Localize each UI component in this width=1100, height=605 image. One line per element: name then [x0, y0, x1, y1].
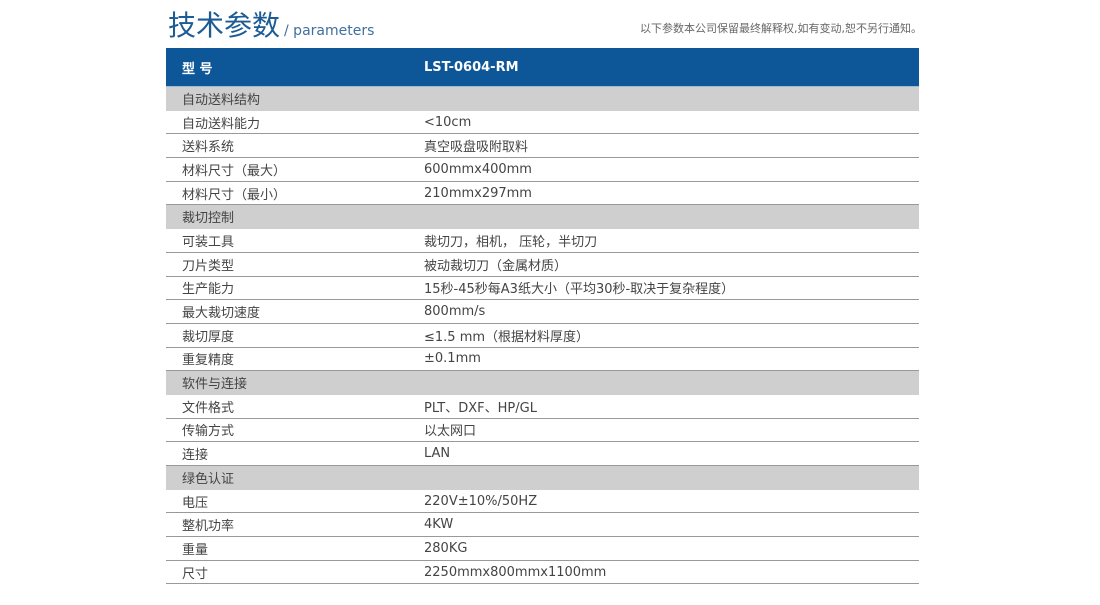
- table-row: 重复精度 ±0.1mm: [166, 348, 919, 372]
- row-label: 自动送料结构: [182, 92, 261, 108]
- section-row: 裁切控制: [166, 205, 919, 230]
- table-row: 最大裁切速度 800mm/s: [166, 300, 919, 324]
- row-label: 尺寸: [182, 566, 209, 582]
- row-value: 真空吸盘吸附取料: [424, 140, 529, 156]
- header-model: LST-0604-RM: [424, 59, 519, 75]
- table-row: 整机功率 4KW: [166, 513, 919, 538]
- table-row: 裁切厚度 ≤1.5 mm（根据材料厚度）: [166, 324, 919, 348]
- row-value: 280KG: [424, 540, 468, 556]
- row-value: ±0.1mm: [424, 351, 481, 367]
- table-row: 送料系统 真空吸盘吸附取料: [166, 134, 919, 159]
- row-value: 210mmx297mm: [424, 185, 532, 201]
- row-value: 600mmx400mm: [424, 161, 532, 177]
- row-label: 裁切厚度: [182, 329, 235, 345]
- row-label: 刀片类型: [182, 258, 235, 274]
- row-label: 重复精度: [182, 353, 235, 369]
- section-row: 绿色认证: [166, 466, 919, 490]
- row-value: 2250mmx800mmx1100mm: [424, 564, 607, 580]
- row-value: 4KW: [424, 517, 454, 533]
- title-sub: / parameters: [284, 23, 375, 39]
- row-value: 15秒-45秒每A3纸大小（平均30秒-取决于复杂程度）: [424, 282, 735, 298]
- row-label: 整机功率: [182, 519, 235, 535]
- row-label: 绿色认证: [182, 471, 235, 487]
- row-value: ≤1.5 mm（根据材料厚度）: [424, 329, 590, 345]
- parameters-table: 型 号 LST-0604-RM 自动送料结构 自动送料能力 <10cm 送料系统 真空吸…: [166, 48, 919, 585]
- row-value: LAN: [424, 446, 451, 462]
- row-label: 自动送料能力: [182, 116, 261, 132]
- table-row: 文件格式 PLT、DXF、HP/GL: [166, 395, 919, 419]
- row-label: 生产能力: [182, 282, 235, 298]
- row-label: 电压: [182, 495, 209, 511]
- row-label: 材料尺寸（最小）: [182, 187, 287, 203]
- row-value: 220V±10%/50HZ: [424, 493, 538, 509]
- table-row: 重量 280KG: [166, 537, 919, 561]
- table-row: 自动送料能力 <10cm: [166, 111, 919, 135]
- row-value: <10cm: [424, 114, 472, 130]
- table-row: 电压 220V±10%/50HZ: [166, 490, 919, 514]
- row-label: 文件格式: [182, 400, 235, 416]
- row-value: 裁切刀，相机， 压轮，半切刀: [424, 234, 598, 250]
- row-label: 连接: [182, 448, 209, 464]
- row-label: 裁切控制: [182, 211, 235, 227]
- row-value: 被动裁切刀（金属材质）: [424, 258, 568, 274]
- table-row: 尺寸 2250mmx800mmx1100mm: [166, 561, 919, 585]
- table-row: 材料尺寸（最小） 210mmx297mm: [166, 182, 919, 206]
- table-row: 可装工具 裁切刀，相机， 压轮，半切刀: [166, 229, 919, 253]
- disclaimer-note: 以下参数本公司保留最终解释权,如有变动,恕不另行通知。: [640, 22, 922, 35]
- row-label: 可装工具: [182, 234, 235, 250]
- section-row: 软件与连接: [166, 371, 919, 395]
- row-value: PLT、DXF、HP/GL: [424, 400, 537, 416]
- page-title: 技术参数 / parameters: [168, 8, 374, 49]
- row-label: 最大裁切速度: [182, 306, 261, 322]
- row-label: 材料尺寸（最大）: [182, 163, 287, 179]
- table-row: 传输方式 以太网口: [166, 419, 919, 443]
- row-value: 以太网口: [424, 424, 477, 440]
- table-row: 生产能力 15秒-45秒每A3纸大小（平均30秒-取决于复杂程度）: [166, 277, 919, 301]
- section-row: 自动送料结构: [166, 87, 919, 111]
- row-value: 800mm/s: [424, 304, 486, 320]
- title-main: 技术参数: [168, 9, 281, 42]
- table-header: 型 号 LST-0604-RM: [166, 48, 919, 87]
- row-label: 送料系统: [182, 140, 235, 156]
- table-row: 材料尺寸（最大） 600mmx400mm: [166, 158, 919, 182]
- row-label: 传输方式: [182, 424, 235, 440]
- table-row: 刀片类型 被动裁切刀（金属材质）: [166, 253, 919, 277]
- table-row: 连接 LAN: [166, 442, 919, 466]
- header-label: 型 号: [182, 61, 213, 77]
- row-label: 软件与连接: [182, 377, 248, 393]
- row-label: 重量: [182, 542, 209, 558]
